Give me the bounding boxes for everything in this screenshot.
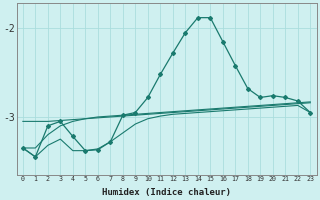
X-axis label: Humidex (Indice chaleur): Humidex (Indice chaleur) bbox=[102, 188, 231, 197]
